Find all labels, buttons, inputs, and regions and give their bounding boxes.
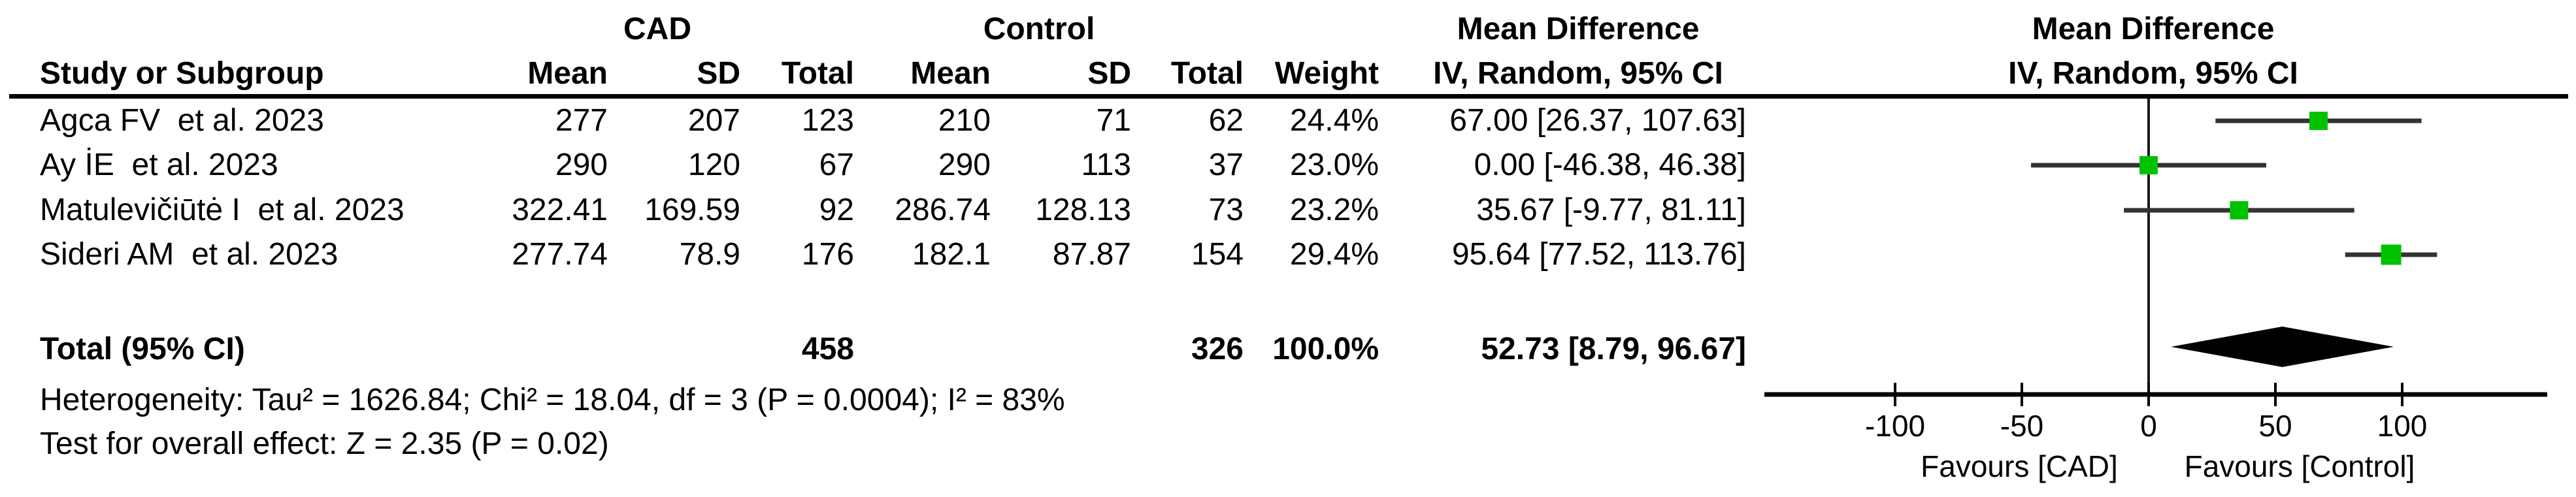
control-sd: 128.13 — [1035, 193, 1131, 227]
md-ci-value: 35.67 [-9.77, 81.11] — [1476, 193, 1746, 227]
axis-tick-label: -50 — [2000, 409, 2043, 443]
col-header-control-sd: SD — [1087, 56, 1131, 91]
total-label: Total (95% CI) — [40, 332, 245, 366]
heterogeneity-row: Heterogeneity: Tau² = 1626.84; Chi² = 18… — [0, 383, 2576, 417]
total-md-ci: 52.73 [8.79, 96.67] — [1481, 332, 1746, 366]
cad-total: 67 — [819, 148, 854, 182]
col-header-control-total: Total — [1170, 56, 1244, 91]
header-separator-line — [9, 94, 2568, 99]
cad-mean: 290 — [555, 148, 608, 182]
total-row: Total (95% CI) 458 326 100.0% 52.73 [8.7… — [0, 332, 2576, 366]
axis-tick-label: 0 — [2140, 409, 2157, 443]
overall-effect-text: Test for overall effect: Z = 2.35 (P = 0… — [40, 426, 609, 461]
cad-total: 123 — [801, 103, 854, 138]
study-row: Sideri AM et al. 2023 277.74 78.9 176 18… — [0, 238, 2576, 272]
study-row: Agca FV et al. 2023 277 207 123 210 71 6… — [0, 104, 2576, 138]
col-header-cad-mean: Mean — [527, 56, 608, 91]
favours-right-label: Favours [Control] — [2185, 449, 2415, 483]
total-cad-total: 458 — [801, 332, 854, 366]
favours-left-label: Favours [CAD] — [1921, 449, 2118, 483]
group-header-row: CAD Control Mean Difference Mean Differe… — [0, 12, 2576, 46]
axis-tick-label: -100 — [1865, 409, 1925, 443]
control-group-header: Control — [983, 12, 1095, 46]
study-name: Sideri AM et al. 2023 — [40, 237, 339, 272]
cad-mean: 277.74 — [512, 237, 608, 272]
study-row: Ay İE et al. 2023 290 120 67 290 113 37 … — [0, 148, 2576, 182]
stat-column-title: Mean Difference — [1457, 12, 1700, 46]
cad-sd: 169.59 — [644, 193, 740, 227]
heterogeneity-text: Heterogeneity: Tau² = 1626.84; Chi² = 18… — [40, 383, 1065, 417]
study-point-square — [2230, 201, 2249, 219]
weight-value: 24.4% — [1289, 103, 1379, 138]
control-mean: 286.74 — [895, 193, 991, 227]
control-total: 154 — [1191, 237, 1244, 272]
weight-value: 29.4% — [1289, 237, 1379, 272]
study-point-square — [2309, 112, 2328, 130]
study-point-square — [2381, 244, 2402, 265]
summary-diamond — [2171, 327, 2394, 367]
md-ci-value: 0.00 [-46.38, 46.38] — [1474, 148, 1746, 182]
study-name: Agca FV et al. 2023 — [40, 103, 324, 138]
md-ci-value: 67.00 [26.37, 107.63] — [1449, 103, 1746, 138]
study-name: Matulevičiūtė I et al. 2023 — [40, 193, 405, 227]
cad-total: 176 — [801, 237, 854, 272]
weight-value: 23.0% — [1289, 148, 1379, 182]
study-name: Ay İE et al. 2023 — [40, 148, 278, 182]
control-mean: 290 — [938, 148, 991, 182]
overall-effect-row: Test for overall effect: Z = 2.35 (P = 0… — [0, 427, 2576, 461]
cad-sd: 78.9 — [679, 237, 740, 272]
cad-mean: 322.41 — [512, 193, 608, 227]
study-row: Matulevičiūtė I et al. 2023 322.41 169.5… — [0, 193, 2576, 227]
study-point-square — [2139, 156, 2158, 174]
control-mean: 182.1 — [912, 237, 991, 272]
cad-group-header: CAD — [623, 12, 691, 46]
plot-column-subtitle: IV, Random, 95% CI — [2008, 56, 2298, 91]
control-total: 37 — [1208, 148, 1244, 182]
plot-column-title: Mean Difference — [2032, 12, 2275, 46]
axis-tick-label: 100 — [2377, 409, 2428, 443]
column-header-row: Study or Subgroup Mean SD Total Mean SD … — [0, 57, 2576, 91]
col-header-cad-sd: SD — [697, 56, 740, 91]
col-header-study: Study or Subgroup — [40, 56, 324, 91]
control-total: 73 — [1208, 193, 1244, 227]
cad-total: 92 — [819, 193, 854, 227]
cad-sd: 120 — [687, 148, 740, 182]
total-control-total: 326 — [1191, 332, 1244, 366]
md-ci-value: 95.64 [77.52, 113.76] — [1451, 237, 1746, 272]
control-mean: 210 — [938, 103, 991, 138]
axis-tick-label: 50 — [2258, 409, 2292, 443]
col-header-weight: Weight — [1274, 56, 1379, 91]
cad-sd: 207 — [687, 103, 740, 138]
col-header-control-mean: Mean — [910, 56, 991, 91]
control-sd: 113 — [1081, 148, 1131, 182]
weight-value: 23.2% — [1289, 193, 1379, 227]
stat-column-subtitle: IV, Random, 95% CI — [1433, 56, 1723, 91]
total-weight: 100.0% — [1272, 332, 1379, 366]
control-sd: 71 — [1096, 103, 1131, 138]
col-header-cad-total: Total — [781, 56, 854, 91]
control-total: 62 — [1208, 103, 1244, 138]
control-sd: 87.87 — [1052, 237, 1131, 272]
cad-mean: 277 — [555, 103, 608, 138]
